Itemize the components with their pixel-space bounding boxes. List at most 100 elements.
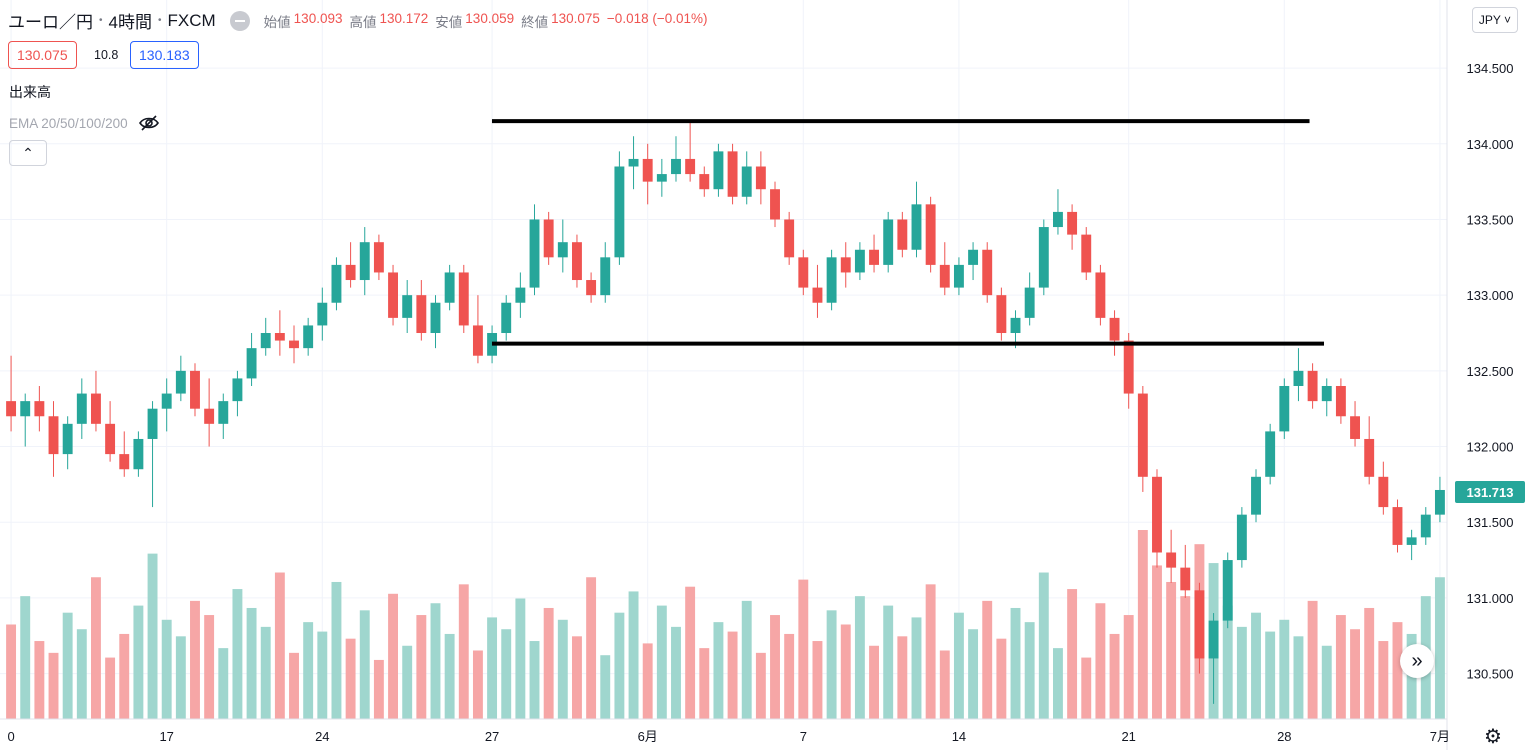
time-tick-label: 7 — [800, 729, 807, 744]
volume-bar — [586, 577, 597, 719]
volume-bar — [543, 607, 554, 719]
volume-bar — [515, 598, 526, 719]
buy-price-button[interactable]: 130.183 — [130, 41, 199, 69]
candle-body — [1420, 514, 1431, 538]
volume-bar — [727, 631, 738, 719]
ohlc-values: 始値 130.093 高値 130.172 安値 130.059 終値 130.075 … — [264, 11, 712, 31]
volume-bar — [600, 655, 611, 719]
volume-bar — [218, 648, 229, 719]
candle-body — [826, 257, 837, 303]
volume-bar — [854, 596, 865, 719]
last-price-value: 131.713 — [1467, 485, 1514, 500]
volume-bar — [402, 645, 413, 719]
candle-body — [34, 401, 45, 417]
candle-body — [402, 295, 413, 318]
candle-body — [62, 423, 73, 455]
volume-bar — [1350, 629, 1360, 719]
candle-body — [840, 257, 851, 273]
candle-body — [345, 264, 356, 281]
candle-body — [416, 295, 427, 334]
time-tick-label: 24 — [315, 729, 329, 744]
volume-bar — [1081, 657, 1092, 719]
candle-body — [331, 264, 342, 303]
exchange-name[interactable]: FXCM — [167, 10, 216, 30]
candle-body — [713, 151, 724, 190]
volume-bar — [1392, 622, 1403, 719]
candle-body — [303, 325, 314, 349]
low-label: 安値 — [435, 14, 463, 30]
price-axis[interactable]: 134.500 134.000 133.500 133.000 132.500 132.0… — [1467, 61, 1514, 681]
change-value: −0.018 (−0.01%) — [606, 10, 708, 26]
time-tick-label: 27 — [485, 729, 499, 744]
volume-bar — [105, 657, 116, 719]
candle-body — [1024, 287, 1035, 318]
eye-off-icon[interactable] — [138, 114, 160, 132]
candle-body — [685, 158, 696, 175]
ema-indicator-label[interactable]: EMA 20/50/100/200 — [9, 114, 160, 132]
volume-bar — [6, 624, 17, 719]
candle-body — [1378, 476, 1389, 508]
volume-bar — [289, 652, 299, 719]
separator-dot: • — [99, 15, 103, 26]
symbol-name[interactable]: ユーロ／円 — [8, 13, 93, 32]
volume-bar — [444, 633, 455, 719]
candle-body — [430, 302, 441, 334]
volume-bar — [133, 605, 144, 719]
candle-body — [911, 204, 922, 250]
sell-price-button[interactable]: 130.075 — [8, 41, 77, 69]
legend-collapse-toggle[interactable] — [229, 10, 250, 31]
volume-bar — [430, 603, 441, 719]
volume-bar — [1265, 631, 1276, 719]
candle-body — [359, 242, 370, 281]
candle-body — [1392, 507, 1403, 545]
candle-body — [91, 393, 101, 424]
candle-body — [373, 242, 384, 273]
volume-bar — [996, 638, 1007, 719]
candle-body — [204, 408, 215, 424]
spread-value: 10.8 — [94, 48, 119, 62]
volume-bar — [1024, 622, 1035, 719]
candle-body — [600, 257, 611, 296]
time-tick-label: 14 — [952, 729, 966, 744]
collapse-indicators-button[interactable]: ⌃ — [9, 140, 47, 166]
double-chevron-right-icon[interactable]: » — [1400, 644, 1434, 678]
close-label: 終値 — [521, 14, 549, 30]
ema-indicator-name: EMA 20/50/100/200 — [9, 115, 128, 131]
candle-body — [1109, 317, 1120, 341]
gear-icon[interactable]: ⚙ — [1484, 726, 1502, 748]
low-value: 130.059 — [465, 10, 515, 26]
candle-body — [869, 249, 879, 265]
price-tick-label: 134.500 — [1467, 61, 1514, 76]
candle-body — [147, 408, 158, 439]
key-level-lines[interactable] — [491, 119, 1325, 346]
candle-body — [1406, 537, 1417, 545]
candle-body — [543, 219, 554, 258]
time-axis[interactable]: 0 17 24 27 6月 7 14 21 28 7月 — [7, 729, 1450, 744]
price-tick-label: 133.500 — [1467, 212, 1514, 227]
candle-body — [1038, 227, 1049, 288]
volume-bar — [331, 581, 342, 719]
currency-selector[interactable]: JPY ˅ — [1472, 7, 1518, 33]
volume-bar — [798, 579, 809, 719]
volume-bar — [699, 648, 710, 719]
candle-body — [1180, 567, 1191, 591]
timeframe[interactable]: 4時間 — [108, 13, 152, 32]
volume-bar — [642, 643, 653, 719]
volume-bar — [840, 624, 851, 719]
volume-bar — [274, 572, 285, 719]
candle-body — [317, 302, 328, 326]
volume-indicator-label[interactable]: 出来高 — [9, 84, 51, 100]
volume-bar — [175, 636, 186, 719]
candle-body — [1434, 489, 1445, 515]
candle-body — [755, 166, 766, 190]
volume-bar — [501, 629, 512, 719]
candlesticks — [6, 121, 1445, 704]
volume-bar — [1236, 626, 1247, 719]
candle-body — [1222, 560, 1233, 621]
candle-body — [218, 401, 229, 424]
candle-body — [190, 370, 200, 409]
candle-body — [246, 348, 257, 379]
price-tick-label: 134.000 — [1467, 137, 1514, 152]
high-value: 130.172 — [379, 10, 429, 26]
